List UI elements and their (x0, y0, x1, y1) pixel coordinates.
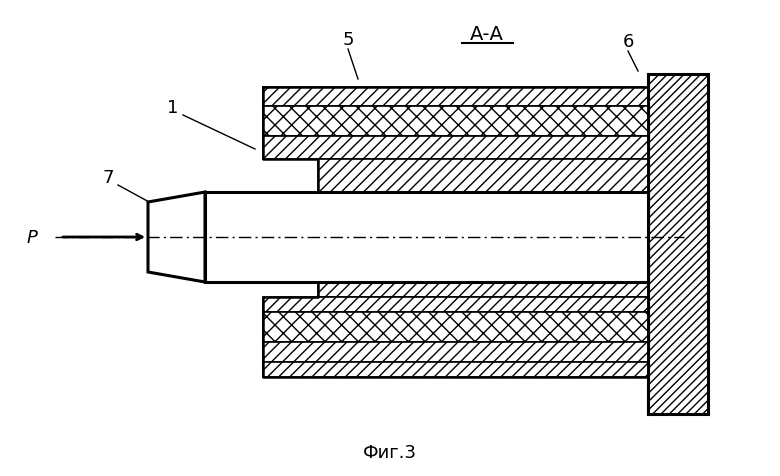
Bar (318, 159, 648, 193)
Text: 7: 7 (102, 169, 114, 187)
Text: 1: 1 (168, 99, 179, 117)
Bar (263, 298, 648, 312)
Text: 5: 5 (342, 31, 354, 49)
Text: Фиг.3: Фиг.3 (363, 443, 417, 461)
Polygon shape (148, 193, 205, 282)
Bar (263, 312, 648, 342)
Bar (318, 282, 648, 298)
Bar (205, 193, 648, 282)
Bar (263, 137, 648, 159)
Text: А-А: А-А (470, 25, 504, 44)
Bar (263, 362, 648, 377)
Bar (263, 107, 648, 137)
Text: Р: Р (27, 228, 37, 247)
Bar (263, 88, 648, 107)
Bar (263, 342, 648, 362)
Bar (648, 75, 708, 414)
Text: 6: 6 (622, 33, 633, 51)
